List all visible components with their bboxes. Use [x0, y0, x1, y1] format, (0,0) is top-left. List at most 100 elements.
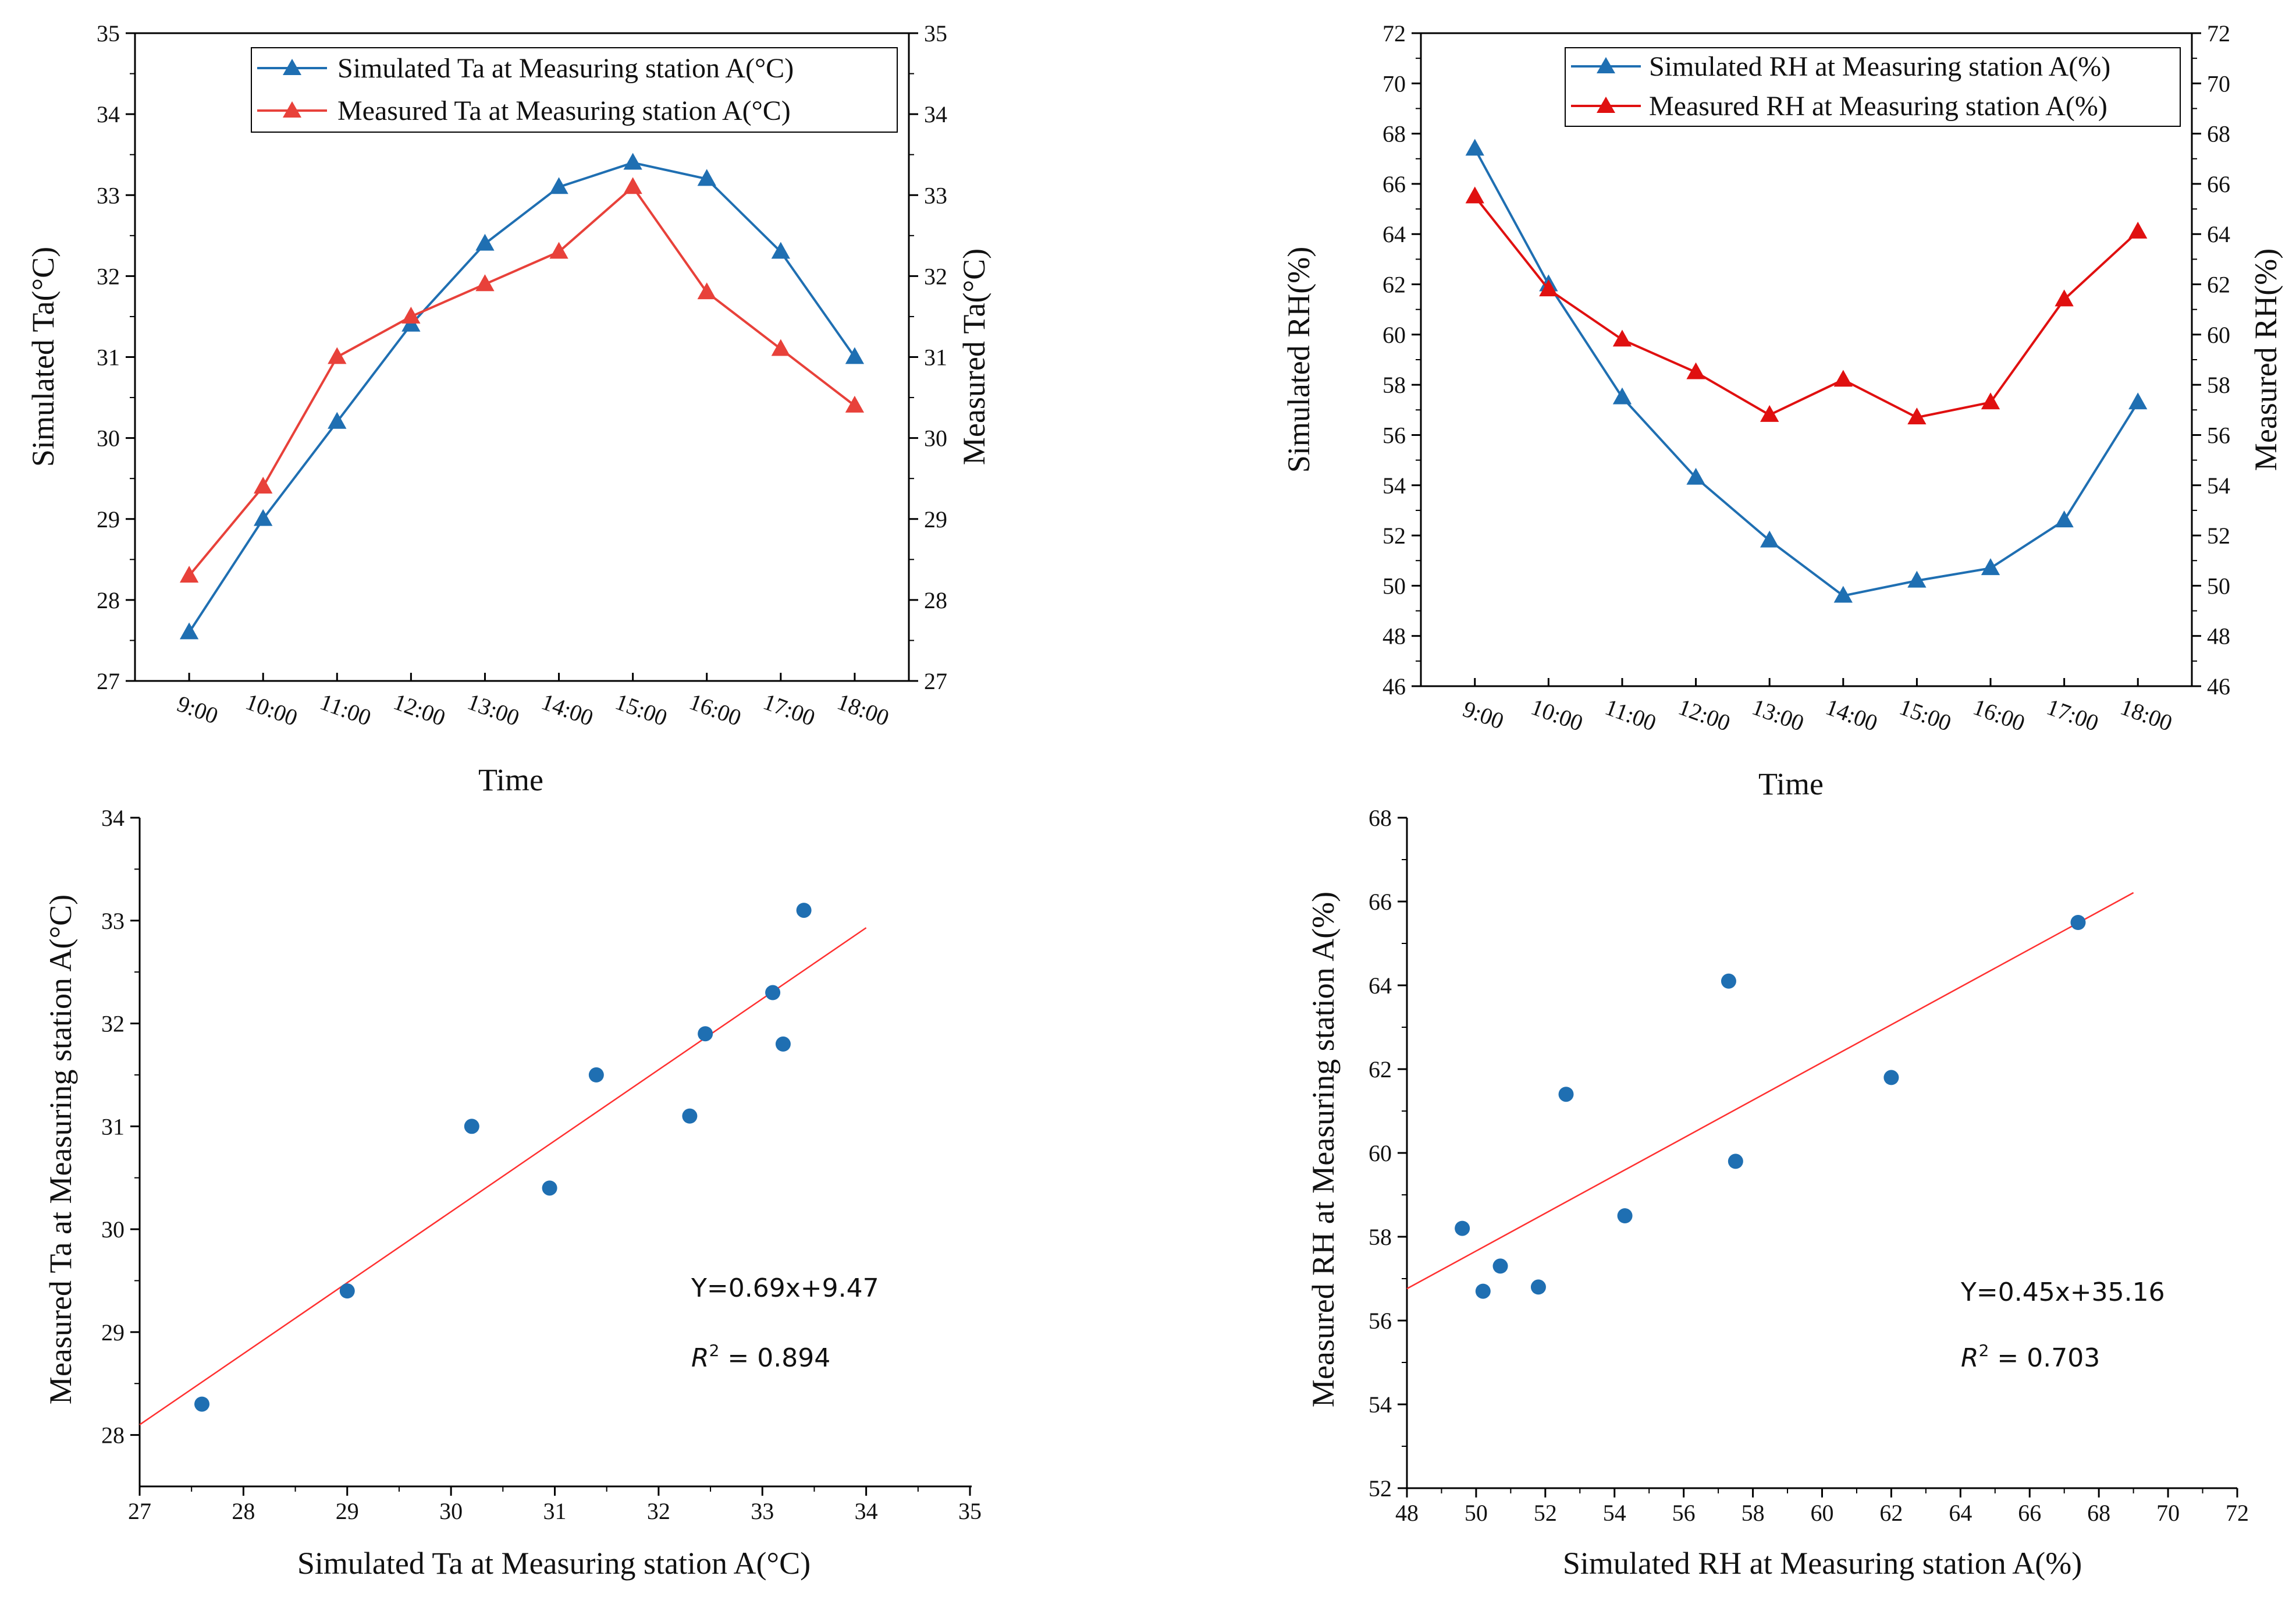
y-tick-label: 27	[97, 668, 120, 694]
x-tick-label: 11:00	[317, 689, 375, 731]
series-marker-0	[475, 233, 495, 251]
panel-ta-time-y2-label: Measured Ta(°C)	[957, 249, 991, 465]
series-line-0	[1473, 148, 2139, 597]
data-point	[1558, 1087, 1574, 1102]
series-marker-0	[1907, 570, 1927, 588]
x-tick-label: 52	[1534, 1500, 1557, 1526]
x-tick-label: 14:00	[538, 689, 597, 731]
panel-rh-scatter-fit	[1406, 892, 2134, 1290]
r2-value: = 0.894	[719, 1343, 830, 1373]
y-tick-label: 54	[1369, 1392, 1392, 1418]
legend-marker-measured	[1597, 97, 1615, 113]
panel-ta-time-y2-ticks: 27 28 29 30 31 32 33 34 35	[909, 20, 947, 694]
series-marker-0	[2055, 510, 2074, 528]
panel-ta-scatter-y-ticks: 28 29 30 31 32 33 34	[101, 805, 140, 1449]
panel-ta-scatter: 28 29 30 31 32 33 34 27 28 29 30 31 32 33 34 35 Y=0.69…	[43, 805, 982, 1581]
legend-label-simulated: Simulated RH at Measuring station A(%)	[1649, 51, 2110, 82]
y-tick-label: 66	[1382, 171, 1406, 197]
x-tick-label: 27	[128, 1498, 151, 1524]
y-tick-label: 32	[101, 1011, 125, 1037]
y-tick-label: 33	[924, 182, 947, 208]
x-tick-label: 62	[1879, 1500, 1903, 1526]
r2-value: = 0.703	[1989, 1343, 2100, 1373]
data-point	[339, 1283, 355, 1299]
series-marker-0	[328, 411, 347, 429]
y-tick-label: 52	[1382, 523, 1406, 549]
r2-superscript: 2	[709, 1341, 720, 1360]
data-point	[1530, 1279, 1546, 1295]
y-tick-label: 35	[924, 20, 947, 47]
series-marker-0	[1612, 387, 1632, 404]
series-marker-0	[623, 152, 642, 170]
x-tick-label: 13:00	[1748, 694, 1807, 736]
y-tick-label: 28	[97, 587, 120, 613]
series-marker-1	[1760, 404, 1779, 422]
x-tick-label: 32	[647, 1498, 670, 1524]
panel-rh-time-y2-label: Measured RH(%)	[2248, 249, 2283, 471]
series-marker-0	[549, 177, 568, 194]
panel-ta-scatter-fit	[139, 927, 867, 1425]
data-point	[1492, 1258, 1508, 1274]
x-tick-label: 18:00	[2117, 694, 2176, 736]
y-tick-label: 29	[101, 1319, 125, 1346]
y-tick-label: 34	[924, 101, 947, 127]
y-tick-label: 50	[1382, 573, 1406, 599]
x-tick-label: 33	[751, 1498, 774, 1524]
x-tick-label: 16:00	[1970, 694, 2028, 736]
y-tick-label: 56	[2207, 422, 2230, 448]
y-tick-label: 30	[101, 1216, 125, 1243]
x-tick-label: 11:00	[1602, 694, 1660, 736]
y-tick-label: 58	[1369, 1224, 1392, 1250]
data-point	[1721, 973, 1736, 989]
series-marker-1	[623, 177, 642, 194]
series-line-1	[1474, 196, 2139, 419]
y-tick-label: 64	[1382, 221, 1406, 247]
panel-ta-time-series	[179, 152, 865, 640]
panel-rh-scatter-x-label: Simulated RH at Measuring station A(%)	[1563, 1546, 2082, 1581]
series-marker-1	[697, 282, 716, 300]
panel-ta-scatter-r2: R2 = 0.894	[691, 1341, 830, 1373]
r2-symbol: R	[1961, 1343, 1979, 1373]
panel-rh-time-legend: Simulated RH at Measuring station A(%) M…	[1565, 47, 2181, 127]
x-tick-label: 54	[1603, 1500, 1626, 1526]
y-tick-label: 29	[97, 506, 120, 533]
x-tick-label: 10:00	[242, 689, 301, 731]
y-tick-label: 34	[101, 805, 125, 831]
legend-box	[1565, 47, 2181, 127]
x-tick-label: 31	[543, 1498, 567, 1524]
series-marker-1	[254, 477, 273, 494]
panel-ta-scatter-equation: Y=0.69x+9.47	[691, 1273, 879, 1303]
data-point	[1455, 1220, 1470, 1236]
y-tick-label: 62	[1382, 272, 1406, 298]
y-tick-label: 70	[1382, 70, 1406, 97]
y-tick-label: 31	[101, 1113, 125, 1140]
y-tick-label: 54	[1382, 473, 1406, 499]
series-marker-0	[845, 347, 865, 364]
y-tick-label: 62	[1369, 1056, 1392, 1083]
y-tick-label: 27	[924, 668, 947, 694]
y-tick-label: 30	[924, 425, 947, 452]
y-tick-label: 46	[1382, 673, 1406, 700]
data-point	[2070, 915, 2086, 930]
series-marker-1	[1539, 279, 1558, 297]
y-tick-label: 58	[2207, 372, 2230, 398]
y-tick-label: 52	[1369, 1475, 1392, 1502]
series-marker-0	[2128, 392, 2148, 410]
series-line-1	[188, 185, 856, 577]
panel-ta-time: 27 28 29 30 31 32 33 34 35 27 28 29 30 31 32 33 34 35 9:…	[26, 20, 991, 797]
panel-rh-time-frame	[1420, 32, 2193, 687]
x-tick-label: 14:00	[1822, 694, 1881, 736]
panel-rh-time: 46 48 50 52 54 56 58 60 62 64 66 68 70 72 46 48 50 52 54 5…	[1281, 20, 2283, 801]
series-marker-1	[845, 395, 865, 413]
x-tick-label: 17:00	[760, 689, 819, 731]
r2-symbol: R	[691, 1343, 709, 1373]
legend-marker-simulated	[1597, 57, 1615, 73]
y-tick-label: 48	[1382, 623, 1406, 650]
panel-rh-scatter-y-label: Measured RH at Measuring station A(%)	[1306, 892, 1341, 1407]
data-point	[542, 1180, 557, 1196]
panel-rh-scatter-y-ticks: 52 54 56 58 60 62 64 66 68	[1369, 805, 1407, 1502]
x-tick-label: 48	[1395, 1500, 1419, 1526]
series-marker-1	[549, 242, 568, 259]
series-marker-1	[2128, 221, 2148, 239]
